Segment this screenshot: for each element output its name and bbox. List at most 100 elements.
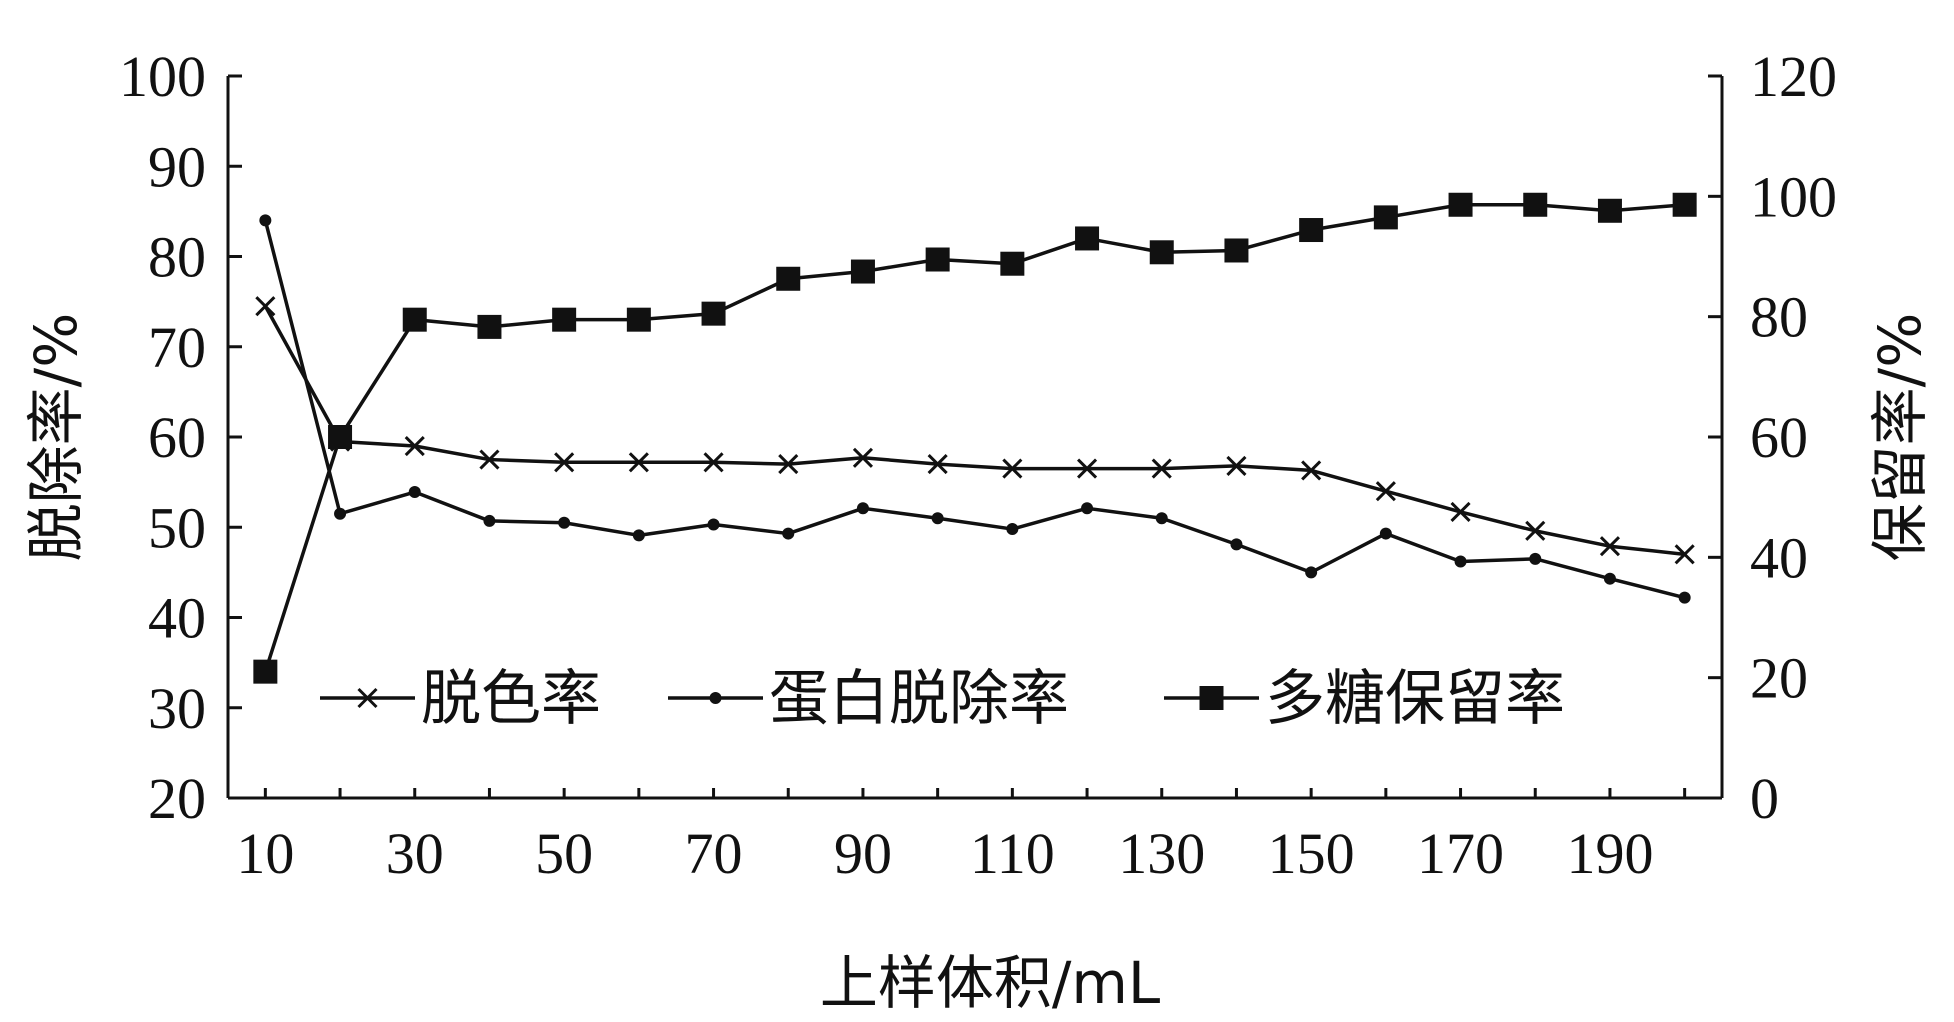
- data-point-decolor: [778, 454, 799, 475]
- series-line-polysaccharide-retention: [263, 203, 1685, 673]
- data-point-protein-removal: [483, 514, 496, 527]
- data-point-polysaccharide-retention: [776, 266, 801, 291]
- data-point-decolor: [1226, 455, 1247, 476]
- series-layer: [253, 192, 1697, 684]
- data-point-polysaccharide-retention: [253, 659, 278, 684]
- data-point-polysaccharide-retention: [1075, 226, 1100, 251]
- data-point-protein-removal: [1379, 527, 1392, 540]
- data-point-protein-removal: [1603, 572, 1616, 585]
- data-point-polysaccharide-retention: [1672, 192, 1697, 217]
- data-point-protein-removal: [558, 516, 571, 529]
- legend-item-protein-removal: 蛋白脱除率: [668, 664, 1069, 734]
- data-point-protein-removal: [1529, 552, 1542, 565]
- data-point-decolor: [404, 435, 425, 457]
- right-y-tick-label: 20: [1750, 646, 1808, 711]
- data-point-polysaccharide-retention: [402, 307, 427, 332]
- data-point-polysaccharide-retention: [1149, 240, 1174, 265]
- data-point-protein-removal: [1678, 591, 1691, 604]
- data-point-polysaccharide-retention: [925, 247, 950, 272]
- data-point-decolor: [554, 452, 575, 473]
- data-point-protein-removal: [1081, 502, 1094, 515]
- data-point-polysaccharide-retention: [1000, 251, 1025, 276]
- data-point-decolor: [1375, 481, 1396, 502]
- series-polysaccharide-retention: [253, 192, 1697, 684]
- data-point-polysaccharide-retention: [552, 307, 577, 332]
- right-y-tick-label: 100: [1750, 164, 1837, 229]
- legend-item-decolor: 脱色率: [320, 664, 601, 734]
- data-point-protein-removal: [334, 507, 347, 520]
- data-point-protein-removal: [1454, 555, 1467, 568]
- data-point-protein-removal: [632, 529, 645, 542]
- data-point-protein-removal: [259, 214, 272, 227]
- data-point-protein-removal: [707, 518, 720, 531]
- x-tick-label: 50: [535, 821, 593, 886]
- data-point-decolor: [628, 452, 649, 473]
- right-y-tick-label: 60: [1750, 405, 1808, 470]
- data-point-decolor: [1599, 536, 1621, 557]
- data-point-polysaccharide-retention: [477, 314, 502, 339]
- ticks-layer: 10 30 50 70 90 110 130 150 170 190 20 30 40 50 60 70 80 9…: [119, 44, 1837, 886]
- left-y-tick-label: 30: [148, 676, 206, 741]
- data-point-decolor: [852, 447, 874, 468]
- data-point-decolor: [1002, 458, 1023, 479]
- right-y-axis-title: 保留率/%: [1866, 313, 1934, 562]
- series-line-decolor: [263, 305, 1685, 557]
- data-point-polysaccharide-retention: [626, 307, 651, 332]
- x-tick-label: 130: [1118, 821, 1205, 886]
- left-y-tick-label: 70: [148, 315, 206, 380]
- data-point-protein-removal: [408, 486, 421, 499]
- data-point-protein-removal: [931, 512, 944, 525]
- x-tick-label: 10: [236, 821, 294, 886]
- data-point-polysaccharide-retention: [1373, 205, 1398, 230]
- data-point-protein-removal: [856, 502, 869, 515]
- left-y-tick-label: 100: [119, 44, 206, 109]
- legend: 脱色率 蛋白脱除率 多糖保留率: [320, 664, 1565, 734]
- legend-marker-decolor: [357, 687, 378, 709]
- data-point-polysaccharide-retention: [850, 259, 875, 284]
- legend-label-polysaccharide-retention: 多糖保留率: [1265, 664, 1565, 734]
- legend-item-polysaccharide-retention: 多糖保留率: [1164, 664, 1565, 734]
- data-point-polysaccharide-retention: [1448, 192, 1473, 217]
- data-point-decolor: [1450, 501, 1471, 522]
- data-point-decolor: [703, 452, 724, 473]
- legend-marker-protein-removal: [709, 692, 722, 704]
- data-point-decolor: [1674, 544, 1695, 565]
- series-line-protein-removal: [263, 219, 1686, 600]
- left-y-tick-label: 80: [148, 225, 206, 290]
- x-tick-label: 70: [685, 821, 743, 886]
- right-y-tick-label: 0: [1750, 766, 1779, 831]
- data-point-polysaccharide-retention: [328, 425, 353, 449]
- left-y-axis-title: 脱除率/%: [22, 313, 90, 562]
- data-point-polysaccharide-retention: [1224, 238, 1249, 263]
- left-y-tick-label: 40: [148, 586, 206, 651]
- right-y-tick-label: 40: [1750, 525, 1808, 590]
- right-y-tick-label: 80: [1750, 285, 1808, 350]
- data-point-protein-removal: [782, 527, 795, 540]
- legend-marker-polysaccharide-retention: [1199, 686, 1224, 710]
- data-point-decolor: [1525, 520, 1546, 541]
- legend-label-decolor: 脱色率: [421, 664, 601, 734]
- series-protein-removal: [259, 214, 1691, 604]
- data-point-decolor: [1076, 458, 1098, 479]
- data-point-polysaccharide-retention: [1299, 218, 1324, 243]
- series-decolor: [255, 296, 1695, 565]
- left-y-tick-label: 50: [148, 495, 206, 560]
- data-point-protein-removal: [1155, 512, 1168, 525]
- data-point-protein-removal: [1230, 538, 1243, 551]
- data-point-polysaccharide-retention: [1523, 192, 1548, 217]
- data-point-protein-removal: [1006, 523, 1019, 536]
- x-axis-title: 上样体积/mL: [820, 949, 1160, 1017]
- x-tick-label: 90: [834, 821, 892, 886]
- x-tick-label: 30: [386, 821, 444, 886]
- data-point-decolor: [255, 296, 276, 317]
- data-point-polysaccharide-retention: [1597, 198, 1622, 223]
- right-y-tick-label: 120: [1750, 44, 1837, 109]
- data-point-decolor: [927, 454, 948, 475]
- data-point-decolor: [1151, 458, 1172, 479]
- data-point-polysaccharide-retention: [701, 301, 726, 326]
- left-y-tick-label: 20: [148, 766, 206, 831]
- legend-label-protein-removal: 蛋白脱除率: [769, 664, 1069, 734]
- data-point-decolor: [479, 449, 500, 470]
